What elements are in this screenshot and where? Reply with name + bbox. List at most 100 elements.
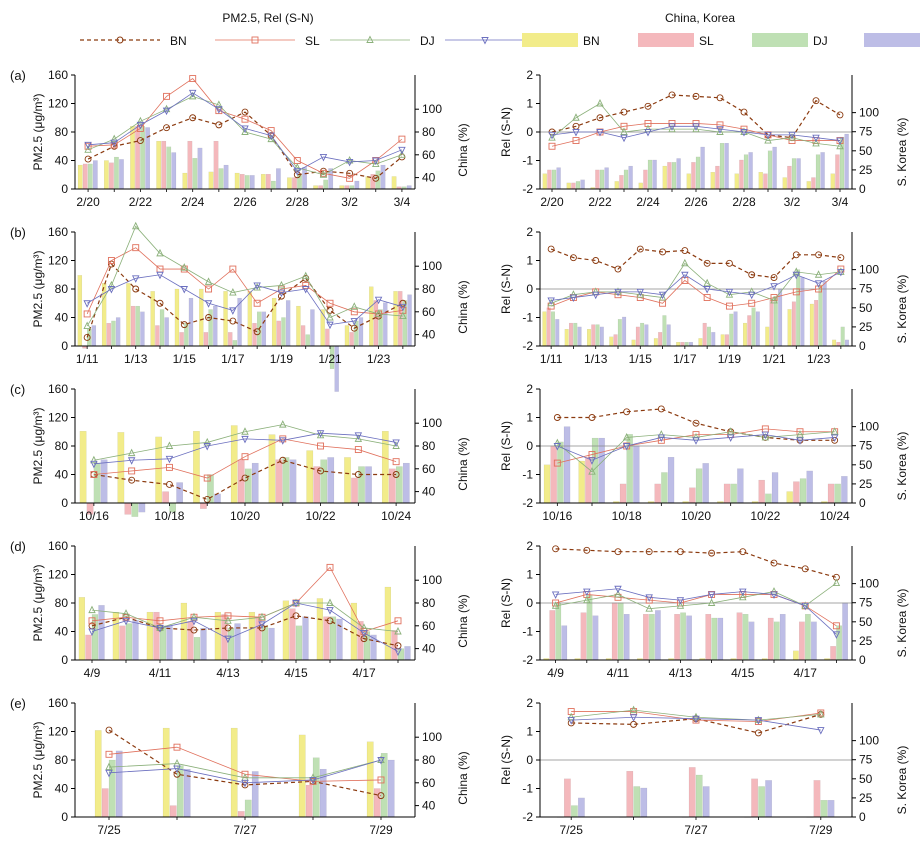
bar-dj [573,322,578,347]
bar-sl [715,165,720,190]
point-dj [293,163,302,171]
y2-tick-label: 50 [859,301,873,315]
y2-tick-label: 0 [859,496,866,510]
point-dj [836,141,844,150]
bar-bn [542,173,547,190]
bar-bn [542,311,547,347]
point-gj [377,757,385,765]
bar-sl [613,334,618,347]
y2-tick-label: 100 [422,416,442,430]
point-bn [754,729,762,737]
y-tick-label: 1 [526,725,533,739]
bar-sl [239,174,245,190]
point-dj [319,170,328,178]
x-tick-label: 4/13 [216,666,240,680]
point-dj [392,441,400,449]
point-gj [788,131,796,140]
y-tick-label: 120 [48,725,68,739]
bar-bn [653,338,658,347]
bar-dj [555,602,562,661]
bar-dj [729,313,734,347]
bar-sl [349,332,354,347]
y2-tick-label: 50 [859,772,873,786]
point-sl [346,174,354,182]
y-tick-label: 40 [55,625,69,639]
bar-gj [327,457,335,504]
y2-tick-label: 60 [422,462,436,476]
point-gj [681,271,689,280]
x-tick-label: 3/2 [784,195,801,209]
point-dj [394,626,402,635]
point-dj [814,270,823,278]
bar-sl [736,612,743,661]
y-axis-label: Rel (S-N) [499,578,513,628]
bar-gj [261,311,267,347]
bar-bn [193,431,200,504]
point-bn [588,414,596,421]
bar-dj [192,158,198,190]
line-gj [551,125,841,141]
point-gj [258,621,266,629]
bar-gj [842,602,848,661]
point-bn [156,299,164,307]
x-tick-label: 7/27 [233,823,257,837]
bar-gj [779,614,786,661]
y2-tick-label: 100 [422,730,442,744]
point-bn [279,456,287,464]
point-bn [354,471,362,478]
point-dj [203,437,211,446]
bar-sl [179,332,184,347]
bar-gj [796,158,801,190]
x-tick-label: 4/9 [84,666,101,680]
x-tick-label: 2/20 [76,195,100,209]
y-tick-label: 1 [526,568,533,582]
bar-gj [644,324,649,347]
y-tick-label: 160 [48,382,68,396]
bar-gj [841,476,848,504]
point-bn [377,792,385,800]
point-gj [812,134,820,143]
bar-bn [381,431,389,504]
point-bn [837,254,845,262]
bar-gj [700,146,705,190]
point-gj [726,434,735,442]
point-sl [136,124,144,132]
point-bn [163,124,170,132]
bar-bn [758,172,763,190]
point-gj [703,286,711,294]
bar-sl [300,325,306,347]
point-sl [394,617,402,625]
point-gj [692,715,700,724]
y-axis-label: PM2.5 (μg/m³) [31,565,45,642]
point-sl [229,265,237,273]
point-sl [279,435,287,443]
bar-bn [543,464,551,504]
point-gj [326,607,334,615]
bar-dj [575,181,581,190]
point-bn [317,467,325,475]
point-dj [830,427,839,435]
y2-tick-label: 75 [859,439,873,453]
bar-bn [793,650,799,661]
bar-gj [765,780,772,818]
bar-gj [717,617,724,661]
point-dj [241,127,249,135]
bar-dj [647,159,653,190]
point-gj [241,435,249,444]
bar-legend-label-dj: DJ [813,34,828,48]
point-dj [215,100,223,108]
y2-axis-label: China (%) [456,123,470,176]
bar-bn [182,172,188,190]
bar-gj [733,311,738,347]
point-dj [127,448,136,457]
bar-sl [791,301,796,347]
line-sl [86,247,403,315]
y2-axis-label: China (%) [456,751,470,804]
point-bn [253,328,261,336]
bar-bn [782,177,787,190]
bar-dj [108,759,116,818]
point-bn [659,248,667,256]
y-tick-label: 0 [526,439,533,453]
point-sl [398,135,406,143]
x-tick-label: 4/11 [607,666,630,680]
